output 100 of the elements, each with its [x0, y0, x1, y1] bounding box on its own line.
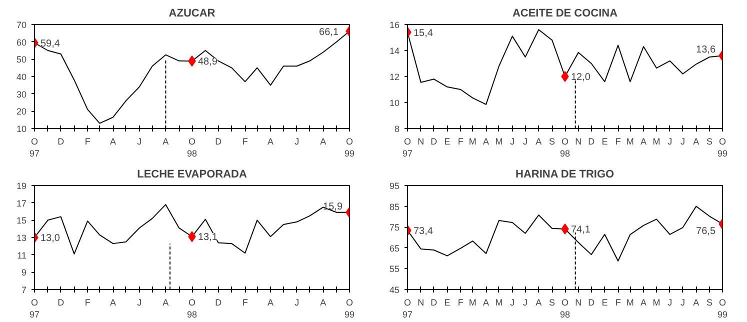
x-tick-label: A	[162, 136, 169, 146]
x-tick-label: O 97	[29, 136, 40, 158]
annotation: 48,9	[198, 56, 218, 68]
x-tick-label: O 98	[560, 298, 570, 320]
y-tick-label: 11	[17, 250, 26, 260]
annotation: 74,1	[571, 224, 591, 236]
chart-title: AZUCAR	[168, 8, 216, 20]
x-tick-label: M	[652, 136, 660, 146]
y-tick-label: 40	[16, 72, 27, 82]
x-tick-label: M	[626, 298, 634, 308]
y-tick-label: 9	[21, 268, 27, 278]
x-tick-label: D	[588, 136, 596, 146]
x-tick-label: A	[320, 298, 326, 308]
y-tick-label: 16	[389, 20, 400, 30]
x-tick-label: M	[626, 136, 634, 146]
y-tick-label: 45	[389, 285, 400, 295]
x-tick-label: A	[640, 298, 647, 308]
x-tick-label: J	[523, 136, 528, 146]
y-tick-label: 65	[389, 243, 400, 254]
annotation: 59,4	[40, 38, 60, 50]
x-tick-label: S	[706, 136, 713, 146]
x-tick-label: F	[458, 136, 464, 146]
y-tick-label: 12	[389, 72, 400, 82]
y-tick-label: 7	[21, 285, 27, 295]
x-tick-label: D	[58, 136, 65, 146]
annotation: 66,1	[319, 26, 339, 38]
y-tick-label: 50	[16, 54, 27, 65]
x-tick-label: S	[706, 298, 713, 308]
x-tick-label: O 98	[560, 136, 570, 158]
x-tick-label: A	[483, 298, 490, 308]
x-tick-label: F	[615, 136, 622, 146]
x-tick-label: M	[652, 298, 660, 308]
x-tick-label: N	[575, 298, 582, 308]
x-tick-label: F	[242, 298, 248, 308]
annotation: 13,0	[40, 233, 60, 244]
x-tick-label: J	[668, 298, 672, 308]
x-tick-label: J	[137, 298, 142, 308]
y-tick-label: 19	[16, 181, 27, 191]
annotation: 13,1	[198, 232, 218, 244]
annotation: 73,4	[414, 226, 434, 237]
y-tick-label: 60	[16, 37, 27, 48]
chart-title: HARINA DE TRIGO	[516, 168, 615, 180]
x-tick-label: O 99	[717, 136, 728, 158]
x-tick-label: M	[495, 298, 503, 308]
x-tick-label: D	[588, 298, 596, 308]
x-tick-label: E	[444, 298, 450, 308]
x-tick-label: O 99	[344, 298, 355, 320]
annotation: 15,9	[323, 201, 343, 212]
x-tick-label: J	[294, 136, 300, 146]
x-tick-label: N	[418, 298, 424, 308]
x-tick-label: A	[110, 136, 116, 146]
annotation: 76,5	[696, 226, 716, 237]
y-tick-label: 10	[389, 98, 400, 108]
x-tick-label: A	[693, 136, 700, 146]
x-tick-label: O 98	[186, 298, 198, 320]
x-tick-label: E	[602, 136, 608, 146]
y-tick-label: 95	[389, 181, 400, 191]
x-tick-label: D	[430, 298, 438, 308]
y-tick-label: 10	[16, 124, 27, 134]
x-tick-label: M	[468, 136, 476, 146]
x-tick-label: F	[615, 298, 622, 308]
x-tick-label: D	[58, 298, 65, 308]
y-tick-label: 75	[389, 222, 400, 233]
y-tick-label: 30	[16, 89, 27, 100]
x-tick-label: A	[268, 136, 274, 146]
x-tick-label: M	[468, 298, 476, 308]
x-tick-label: J	[680, 298, 686, 308]
x-tick-label: A	[268, 298, 274, 308]
x-tick-label: A	[536, 298, 542, 308]
x-tick-label: A	[110, 298, 116, 308]
x-tick-label: N	[418, 136, 424, 146]
y-tick-label: 13	[16, 233, 27, 243]
x-tick-label: S	[549, 136, 556, 146]
x-tick-label: A	[162, 298, 169, 308]
x-tick-label: E	[444, 136, 450, 146]
y-tick-label: 15	[16, 216, 27, 226]
x-tick-label: O 97	[402, 298, 413, 320]
x-tick-label: A	[640, 136, 647, 146]
y-tick-label: 70	[16, 20, 27, 30]
x-tick-label: F	[84, 298, 91, 308]
x-tick-label: E	[602, 298, 608, 308]
x-tick-label: F	[242, 136, 248, 146]
y-tick-label: 55	[389, 264, 400, 274]
x-tick-label: A	[483, 136, 490, 146]
x-tick-label: D	[215, 298, 222, 308]
chart-title: LECHE EVAPORADA	[137, 168, 247, 180]
x-tick-label: O 99	[717, 298, 728, 320]
y-tick-label: 17	[16, 198, 27, 208]
y-tick-label: 85	[389, 202, 400, 212]
x-tick-label: N	[575, 136, 582, 146]
x-tick-label: J	[510, 298, 515, 308]
x-tick-label: O 99	[344, 136, 355, 158]
x-tick-label: D	[215, 136, 222, 146]
x-tick-label: D	[430, 136, 438, 146]
x-tick-label: O 97	[402, 136, 413, 158]
annotation: 12,0	[571, 72, 591, 83]
x-tick-label: J	[294, 298, 300, 308]
y-tick-label: 20	[16, 106, 27, 117]
x-tick-label: J	[523, 298, 528, 308]
x-tick-label: J	[510, 136, 515, 146]
